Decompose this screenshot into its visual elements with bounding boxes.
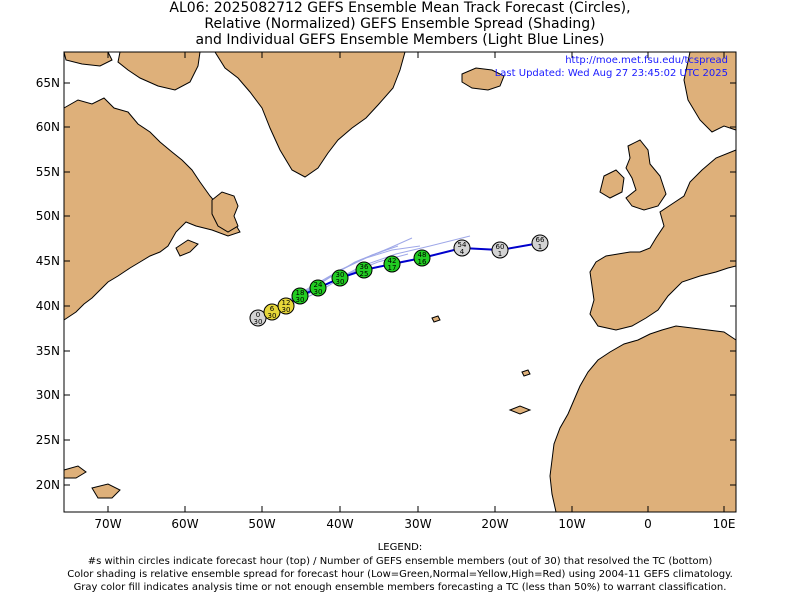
member-count-label: 30 xyxy=(336,278,345,286)
ireland xyxy=(599,169,625,199)
lon-label: 20W xyxy=(481,517,509,531)
lat-label: 20N xyxy=(35,478,60,492)
forecast-hour-label: 36 xyxy=(360,263,369,271)
lon-label: 70W xyxy=(94,517,122,531)
lat-label: 25N xyxy=(35,433,60,447)
forecast-circles: 0306301230183024303030362542174816544601… xyxy=(249,234,549,327)
newfoundland xyxy=(211,191,239,233)
axis-ticks xyxy=(64,52,736,512)
member-count-label: 30 xyxy=(296,296,305,304)
forecast-hour-label: 60 xyxy=(496,243,505,251)
forecast-circle xyxy=(531,234,549,252)
lon-label: 10E xyxy=(712,517,736,531)
forecast-hour-label: 30 xyxy=(336,271,345,279)
forecast-hour-label: 12 xyxy=(282,299,291,307)
lat-label: 60N xyxy=(35,120,60,134)
forecast-hour-label: 18 xyxy=(296,289,305,297)
legend-line-3: Gray color fill indicates analysis time … xyxy=(73,582,727,593)
forecast-circle xyxy=(491,241,509,259)
member-count-label: 4 xyxy=(460,248,465,256)
member-count-label: 30 xyxy=(268,312,277,320)
lat-label: 30N xyxy=(35,388,60,402)
title-line-2: Relative (Normalized) GEFS Ensemble Spre… xyxy=(204,16,596,32)
hispaniola xyxy=(91,483,121,499)
lat-label: 35N xyxy=(35,344,60,358)
forecast-circle xyxy=(331,269,349,287)
legend-heading: LEGEND: xyxy=(377,542,423,553)
iceland xyxy=(461,67,505,91)
europe xyxy=(589,149,737,331)
forecast-hour-label: 24 xyxy=(314,281,323,289)
africa xyxy=(549,325,737,513)
forecast-circle xyxy=(291,287,309,305)
member-count-label: 17 xyxy=(388,264,397,272)
lon-label: 10W xyxy=(558,517,586,531)
lon-label: 40W xyxy=(326,517,354,531)
title-line-3: and Individual GEFS Ensemble Members (Li… xyxy=(195,32,605,48)
forecast-circle xyxy=(413,249,431,267)
member-count-label: 30 xyxy=(282,306,291,314)
member-count-label: 1 xyxy=(498,250,502,258)
member-count-label: 1 xyxy=(538,243,542,251)
source-url[interactable]: http://moe.met.fsu.edu/tcspread xyxy=(565,55,728,66)
canaries xyxy=(508,405,532,415)
greenland xyxy=(214,51,406,178)
forecast-circle xyxy=(453,239,471,257)
forecast-circle xyxy=(309,279,327,297)
forecast-hour-label: 42 xyxy=(388,257,397,265)
lon-label: 60W xyxy=(171,517,199,531)
azores xyxy=(431,315,441,323)
lat-label: 50N xyxy=(35,209,60,223)
baffin-island xyxy=(117,51,201,91)
legend-line-1: #s within circles indicate forecast hour… xyxy=(87,556,713,567)
nova-scotia xyxy=(175,239,199,257)
forecast-hour-label: 48 xyxy=(418,251,427,259)
madeira xyxy=(521,369,531,377)
lat-label: 40N xyxy=(35,299,60,313)
member-count-label: 30 xyxy=(254,318,263,326)
forecast-hour-label: 6 xyxy=(270,305,275,313)
land-masses xyxy=(63,51,737,513)
canada xyxy=(63,97,241,321)
lat-label: 55N xyxy=(35,165,60,179)
plot-frame xyxy=(63,51,737,513)
forecast-hour-label: 54 xyxy=(458,241,467,249)
lon-label: 50W xyxy=(248,517,276,531)
title-line-1: AL06: 2025082712 GEFS Ensemble Mean Trac… xyxy=(169,0,631,16)
member-count-label: 30 xyxy=(314,288,323,296)
forecast-circle xyxy=(277,297,295,315)
member-count-label: 16 xyxy=(418,258,427,266)
last-updated: Last Updated: Wed Aug 27 23:45:02 UTC 20… xyxy=(494,68,728,79)
lat-label: 65N xyxy=(35,76,60,90)
great-britain xyxy=(625,139,667,211)
forecast-circle xyxy=(355,261,373,279)
forecast-hour-label: 0 xyxy=(256,311,260,319)
legend-line-2: Color shading is relative ensemble sprea… xyxy=(67,569,733,580)
forecast-hour-label: 66 xyxy=(536,236,545,244)
lon-label: 0 xyxy=(644,517,652,531)
member-count-label: 25 xyxy=(360,270,369,278)
forecast-circle xyxy=(383,255,401,273)
lat-label: 45N xyxy=(35,254,60,268)
lon-label: 30W xyxy=(404,517,432,531)
